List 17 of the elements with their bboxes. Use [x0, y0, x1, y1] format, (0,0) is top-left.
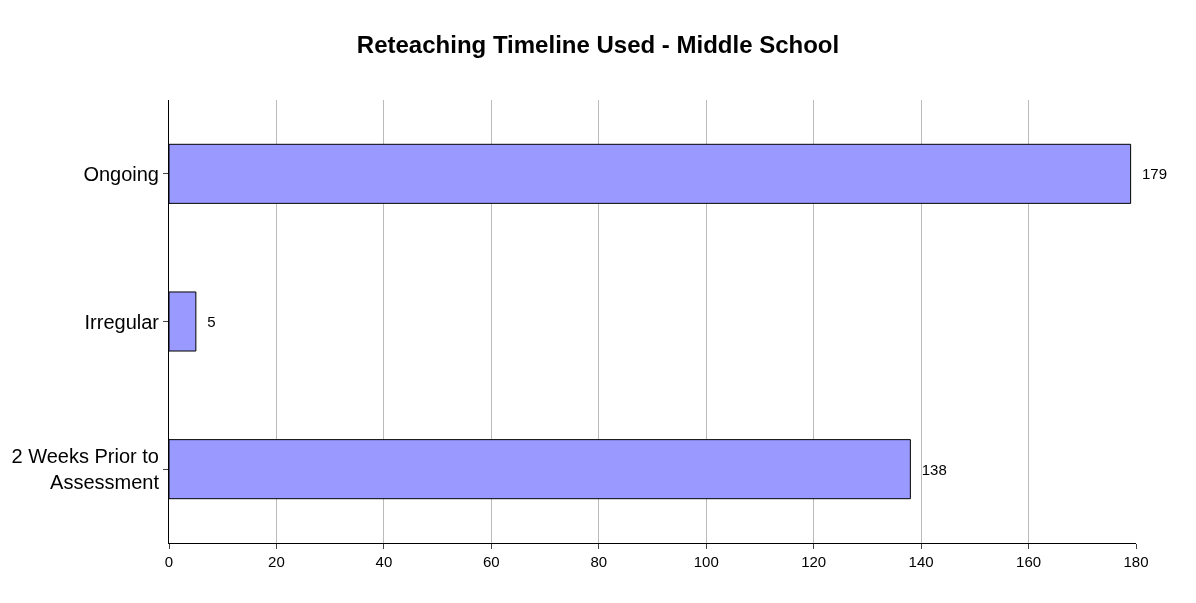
data-label: 138	[913, 460, 947, 478]
chart-title: Reteaching Timeline Used - Middle School	[356, 30, 840, 58]
x-tick-label: 180	[1123, 553, 1149, 570]
y-tick-label: Ongoing	[83, 162, 159, 185]
x-tick-label: 0	[164, 553, 174, 570]
y-tick-label: Irregular	[84, 310, 160, 333]
x-tick-label: 80	[590, 553, 608, 570]
x-tick-label: 20	[268, 553, 285, 570]
x-tick-label: 140	[908, 553, 934, 570]
data-label: 179	[1133, 165, 1168, 183]
x-tick-label: 100	[693, 553, 719, 570]
y-tick-label: 2 Weeks Prior to Assessment	[11, 445, 160, 494]
x-tick-label: 160	[1016, 553, 1042, 570]
x-tick-label: 120	[801, 553, 827, 570]
data-label: 5	[198, 313, 216, 330]
x-tick-label: 60	[482, 553, 500, 570]
x-tick-label: 40	[375, 553, 393, 570]
